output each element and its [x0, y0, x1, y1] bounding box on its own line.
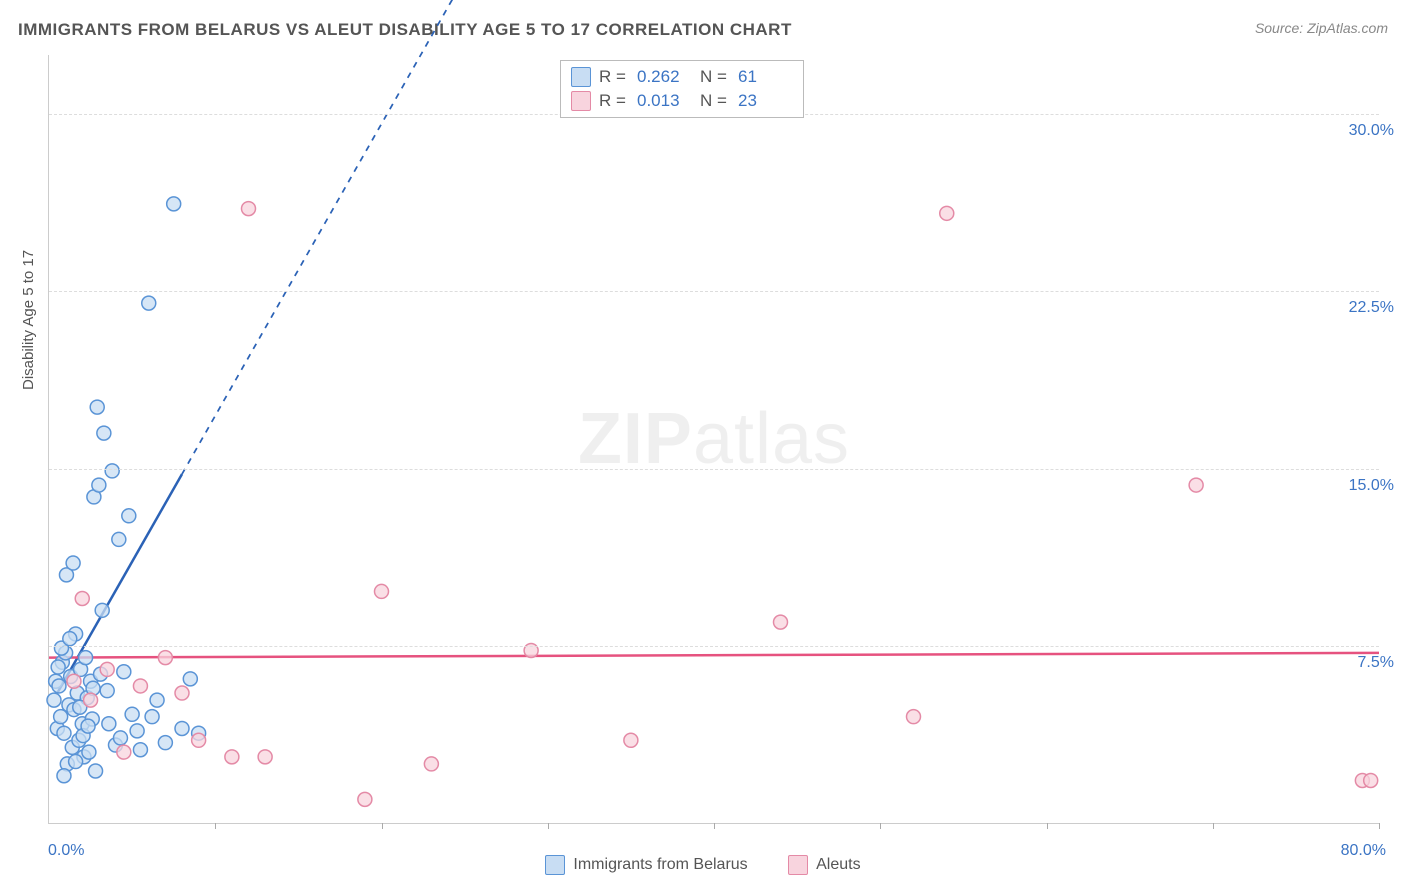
legend-series: Immigrants from Belarus Aleuts: [0, 855, 1406, 880]
legend-stats-row-1: R = 0.013 N = 23: [571, 89, 793, 113]
y-tick-label: 7.5%: [1358, 654, 1394, 672]
chart-svg: [49, 55, 1379, 823]
swatch-aleuts-icon: [788, 855, 808, 875]
y-tick-label: 15.0%: [1349, 477, 1394, 495]
x-tick-max: 80.0%: [1341, 842, 1386, 860]
legend-item-belarus: Immigrants from Belarus: [545, 855, 747, 875]
chart-title: IMMIGRANTS FROM BELARUS VS ALEUT DISABIL…: [18, 20, 792, 40]
swatch-belarus-icon: [571, 67, 591, 87]
y-tick-label: 22.5%: [1349, 299, 1394, 317]
y-tick-label: 30.0%: [1349, 122, 1394, 140]
swatch-aleuts-icon: [571, 91, 591, 111]
legend-stats-row-0: R = 0.262 N = 61: [571, 65, 793, 89]
y-axis-label: Disability Age 5 to 17: [20, 250, 37, 390]
swatch-belarus-icon: [545, 855, 565, 875]
plot-area: ZIPatlas: [48, 55, 1379, 824]
legend-item-aleuts: Aleuts: [788, 855, 860, 875]
source-credit: Source: ZipAtlas.com: [1255, 20, 1388, 36]
x-tick-min: 0.0%: [48, 842, 84, 860]
legend-stats: R = 0.262 N = 61 R = 0.013 N = 23: [560, 60, 804, 118]
